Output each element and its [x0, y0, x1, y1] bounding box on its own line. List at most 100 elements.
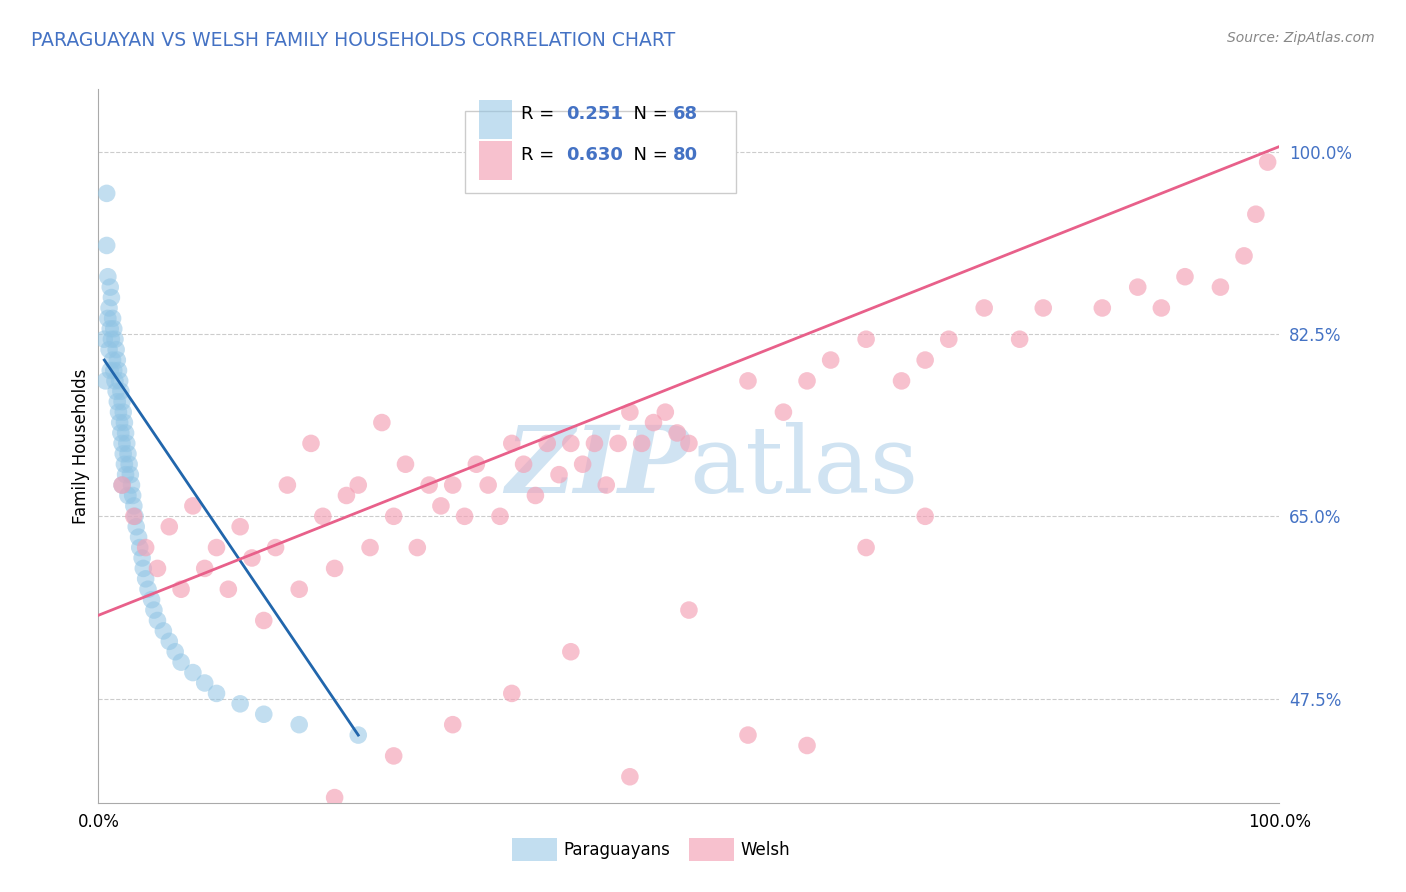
- Point: [1032, 301, 1054, 315]
- Point: [111, 436, 134, 450]
- Point: [194, 676, 217, 690]
- Point: [264, 812, 287, 826]
- Point: [103, 363, 125, 377]
- Text: 80: 80: [672, 145, 697, 163]
- Point: [619, 405, 641, 419]
- Point: [229, 697, 252, 711]
- Text: Paraguayans: Paraguayans: [564, 841, 671, 859]
- Point: [312, 509, 335, 524]
- Point: [114, 425, 136, 440]
- Point: [117, 447, 139, 461]
- Point: [165, 645, 187, 659]
- Point: [501, 686, 523, 700]
- Point: [1008, 332, 1031, 346]
- Point: [973, 301, 995, 315]
- Point: [181, 499, 204, 513]
- Point: [1091, 301, 1114, 315]
- Point: [607, 436, 630, 450]
- Point: [142, 603, 165, 617]
- Point: [170, 655, 193, 669]
- Point: [453, 509, 475, 524]
- Point: [382, 748, 405, 763]
- Point: [105, 384, 128, 399]
- Point: [112, 405, 135, 419]
- Point: [110, 384, 132, 399]
- Point: [253, 707, 276, 722]
- Point: [1150, 301, 1173, 315]
- Point: [347, 478, 370, 492]
- Point: [98, 301, 121, 315]
- Point: [112, 457, 135, 471]
- Point: [418, 478, 440, 492]
- Point: [796, 739, 818, 753]
- Point: [96, 186, 118, 201]
- Point: [131, 551, 153, 566]
- Point: [98, 322, 121, 336]
- Point: [110, 425, 132, 440]
- Point: [108, 374, 131, 388]
- Point: [107, 405, 129, 419]
- Text: Welsh: Welsh: [741, 841, 790, 859]
- Point: [107, 363, 129, 377]
- Point: [120, 467, 142, 482]
- Point: [465, 457, 488, 471]
- Point: [914, 353, 936, 368]
- Point: [347, 728, 370, 742]
- Point: [1233, 249, 1256, 263]
- Point: [630, 436, 652, 450]
- Point: [112, 416, 135, 430]
- Y-axis label: Family Households: Family Households: [72, 368, 90, 524]
- Point: [489, 509, 512, 524]
- Point: [737, 728, 759, 742]
- Point: [914, 509, 936, 524]
- Point: [105, 343, 128, 357]
- Point: [595, 478, 617, 492]
- Point: [240, 551, 263, 566]
- Point: [146, 614, 169, 628]
- Text: ZIP: ZIP: [505, 423, 689, 512]
- Point: [194, 561, 217, 575]
- Point: [94, 374, 117, 388]
- Text: Source: ZipAtlas.com: Source: ZipAtlas.com: [1227, 31, 1375, 45]
- Point: [796, 374, 818, 388]
- Point: [501, 436, 523, 450]
- Point: [181, 665, 204, 680]
- Point: [205, 686, 228, 700]
- Point: [115, 436, 138, 450]
- Point: [276, 478, 298, 492]
- Point: [560, 436, 582, 450]
- Point: [477, 478, 499, 492]
- Point: [1174, 269, 1197, 284]
- Point: [135, 572, 157, 586]
- Point: [93, 332, 115, 346]
- Point: [536, 436, 558, 450]
- Point: [406, 541, 429, 555]
- Point: [288, 717, 311, 731]
- Point: [108, 416, 131, 430]
- Point: [1209, 280, 1232, 294]
- Point: [103, 322, 125, 336]
- Point: [382, 509, 405, 524]
- FancyBboxPatch shape: [478, 141, 512, 180]
- Point: [394, 457, 416, 471]
- Point: [98, 280, 121, 294]
- Point: [512, 457, 534, 471]
- Point: [855, 541, 877, 555]
- Point: [136, 582, 159, 597]
- FancyBboxPatch shape: [478, 100, 512, 139]
- Point: [253, 614, 276, 628]
- Point: [205, 541, 228, 555]
- Text: 0.630: 0.630: [567, 145, 623, 163]
- Point: [323, 790, 346, 805]
- Point: [323, 561, 346, 575]
- Point: [359, 541, 381, 555]
- Point: [619, 770, 641, 784]
- Text: R =: R =: [522, 104, 560, 122]
- Point: [141, 592, 163, 607]
- Point: [118, 457, 141, 471]
- Point: [571, 457, 593, 471]
- Point: [1244, 207, 1267, 221]
- Text: 0.251: 0.251: [567, 104, 623, 122]
- Point: [100, 291, 122, 305]
- Point: [105, 353, 128, 368]
